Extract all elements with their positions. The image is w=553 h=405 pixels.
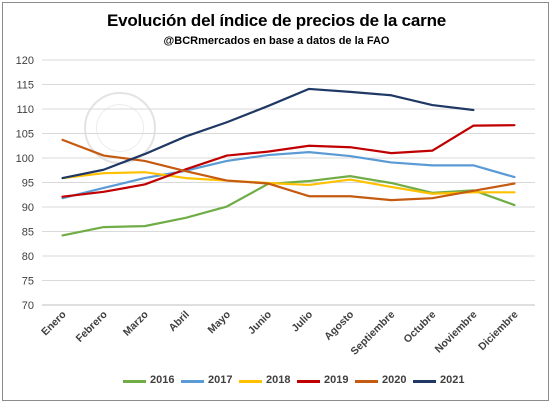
y-tick-label: 115 [16,80,34,92]
legend-label: 2019 [324,374,349,386]
chart-title: Evolución del índice de precios de la ca… [106,11,447,30]
legend-swatch [413,380,436,383]
y-tick-label: 120 [16,55,34,67]
legend-swatch [355,380,378,383]
y-tick-label: 70 [22,300,34,312]
x-tick-label: Junio [246,309,274,337]
legend-swatch [239,380,262,383]
legend-swatch [297,380,320,383]
y-tick-label: 105 [16,129,34,141]
series-line-2018 [61,171,516,195]
y-tick-label: 80 [22,251,34,263]
y-tick-label: 90 [22,202,34,214]
x-tick-label: Agosto [322,309,356,343]
y-tick-label: 110 [16,104,34,116]
y-tick-label: 100 [16,153,34,165]
x-tick-label: Julio [289,309,315,335]
y-tick-label: 85 [22,227,34,239]
x-tick-label: Febrero [74,309,110,345]
legend-label: 2020 [382,374,407,386]
y-tick-label: 95 [22,178,34,190]
y-tick-label: 75 [22,276,34,288]
series-line-2016 [61,175,516,237]
legend-label: 2016 [150,374,175,386]
legend-label: 2017 [208,374,233,386]
x-tick-label: Abril [167,309,192,334]
legend-swatch [181,380,204,383]
series-line-2020 [61,138,516,202]
x-tick-label: Septiembre [348,309,397,358]
series-line-2021 [61,87,475,180]
legend-label: 2021 [440,374,465,386]
series-line-2017 [61,151,516,200]
x-tick-label: Mayo [206,309,233,336]
legend-swatch [123,380,146,383]
chart-frame [2,2,549,401]
series-line-2019 [61,124,516,198]
x-tick-label: Marzo [121,309,151,339]
x-tick-label: Noviembre [433,309,480,356]
x-tick-label: Enero [39,309,69,339]
x-tick-label: Octubre [401,309,438,346]
legend-label: 2018 [266,374,291,386]
chart-subtitle: @BCRmercados en base a datos de la FAO [163,35,390,47]
x-tick-label: Diciembre [476,309,521,354]
